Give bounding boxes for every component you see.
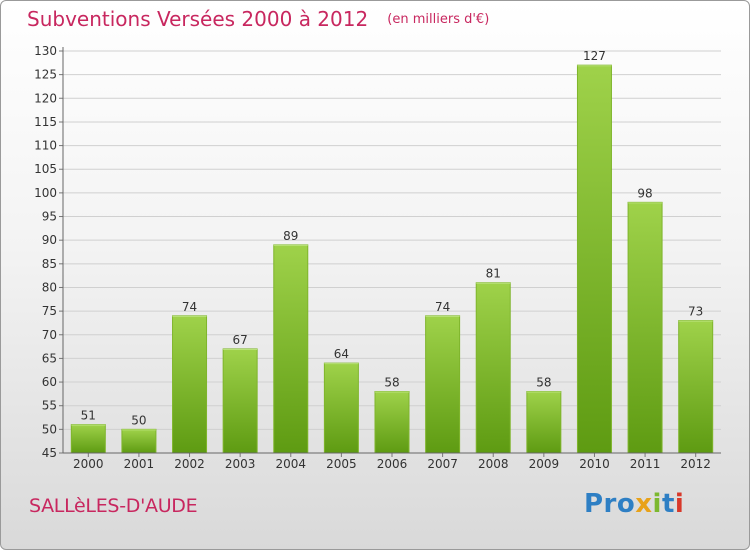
value-label: 58 xyxy=(536,376,551,390)
y-tick-label: 115 xyxy=(34,115,57,129)
logo-part-x: x xyxy=(635,489,653,519)
bar xyxy=(172,315,208,454)
logo-part-i2: i xyxy=(674,489,685,519)
bar xyxy=(425,315,461,454)
value-label: 67 xyxy=(233,333,248,347)
value-label: 58 xyxy=(384,376,399,390)
chart-subtitle: (en milliers d'€) xyxy=(387,12,490,27)
x-tick-label: 2008 xyxy=(478,457,509,471)
bar xyxy=(678,320,714,454)
x-tick-label: 2010 xyxy=(579,457,610,471)
bar xyxy=(222,348,258,454)
value-labels: 51 50 74 67 89 64 58 74 81 58 127 98 73 xyxy=(81,49,704,427)
y-tick-label: 85 xyxy=(42,257,57,271)
bar xyxy=(273,244,309,454)
x-tick-label: 2003 xyxy=(225,457,256,471)
logo-part-i1: i xyxy=(652,489,662,519)
value-label: 74 xyxy=(435,300,450,314)
x-tick-label: 2001 xyxy=(124,457,155,471)
y-tick-label: 50 xyxy=(42,422,57,436)
y-tick-label: 55 xyxy=(42,399,57,413)
value-label: 81 xyxy=(486,267,501,281)
value-label: 51 xyxy=(81,409,96,423)
y-tick-label: 80 xyxy=(42,280,57,294)
y-tick-label: 70 xyxy=(42,328,57,342)
bar xyxy=(576,64,612,454)
x-tick-label: 2002 xyxy=(174,457,205,471)
value-label: 50 xyxy=(131,413,146,427)
logo-part-pro: Pro xyxy=(584,489,636,519)
proxiti-logo[interactable]: Proxiti xyxy=(584,489,684,519)
x-tick-label: 2007 xyxy=(427,457,458,471)
y-tick-label: 95 xyxy=(42,210,57,224)
bar xyxy=(323,362,359,454)
commune-name: SALLèLES-D'AUDE xyxy=(29,495,198,517)
y-tick-label: 110 xyxy=(34,139,57,153)
x-tick-label: 2012 xyxy=(680,457,711,471)
value-label: 98 xyxy=(637,186,652,200)
x-tick-label: 2009 xyxy=(529,457,560,471)
x-axis-ticks: 2000 2001 2002 2003 2004 2005 2006 2007 2008 2009… xyxy=(73,453,711,471)
y-axis-ticks: 45 50 55 60 65 70 75 80 85 90 95 100 105 110 115 120 125… xyxy=(34,44,63,460)
y-tick-label: 90 xyxy=(42,233,57,247)
value-label: 64 xyxy=(334,347,349,361)
y-tick-label: 75 xyxy=(42,304,57,318)
x-tick-label: 2004 xyxy=(275,457,306,471)
y-tick-label: 100 xyxy=(34,186,57,200)
bar xyxy=(121,428,157,454)
axes xyxy=(62,47,721,454)
y-tick-label: 125 xyxy=(34,68,57,82)
logo-part-t: t xyxy=(661,489,675,519)
bar xyxy=(526,391,562,454)
value-label: 89 xyxy=(283,229,298,243)
title-block: Subventions Versées 2000 à 2012 (en mill… xyxy=(27,7,489,31)
value-label: 73 xyxy=(688,305,703,319)
value-label: 74 xyxy=(182,300,197,314)
y-tick-label: 105 xyxy=(34,162,57,176)
bar xyxy=(70,424,106,454)
y-tick-label: 120 xyxy=(34,91,57,105)
x-tick-label: 2005 xyxy=(326,457,357,471)
y-tick-label: 65 xyxy=(42,351,57,365)
bar xyxy=(627,201,663,454)
chart-title: Subventions Versées 2000 à 2012 xyxy=(27,7,369,31)
y-tick-label: 130 xyxy=(34,44,57,58)
y-tick-label: 45 xyxy=(42,446,57,460)
x-tick-label: 2011 xyxy=(630,457,661,471)
x-tick-label: 2000 xyxy=(73,457,104,471)
value-label: 127 xyxy=(583,49,606,63)
bar xyxy=(475,282,511,454)
x-tick-label: 2006 xyxy=(377,457,408,471)
bars xyxy=(70,64,714,454)
bar xyxy=(374,391,410,454)
y-tick-label: 60 xyxy=(42,375,57,389)
